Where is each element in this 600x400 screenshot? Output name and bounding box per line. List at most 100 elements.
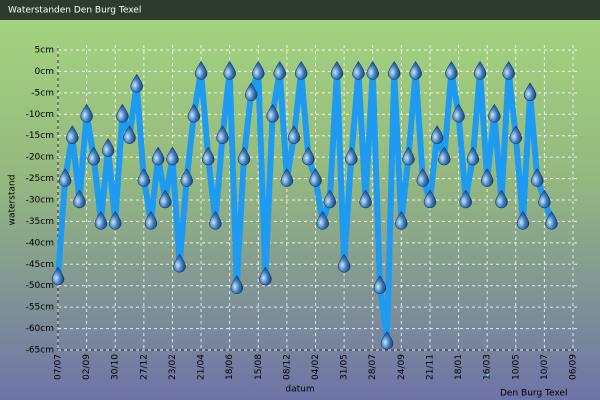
data-point	[209, 210, 222, 230]
data-point	[309, 168, 322, 187]
y-tick-label: -5cm	[31, 88, 54, 98]
y-tick-label: -60cm	[26, 324, 54, 334]
data-point	[87, 146, 101, 166]
x-tick-label: 28/07	[368, 354, 378, 380]
x-tick-label: 21/11	[425, 354, 435, 380]
data-point	[359, 189, 372, 209]
data-point	[330, 60, 344, 80]
data-point	[545, 210, 558, 230]
data-point	[101, 138, 115, 157]
data-point	[402, 146, 415, 166]
x-axis-label: datum	[285, 385, 314, 395]
y-tick-label: -30cm	[26, 196, 54, 206]
data-point	[502, 60, 515, 80]
x-tick-label: 10/05	[511, 354, 521, 380]
header	[0, 0, 600, 20]
data-point	[523, 82, 537, 102]
x-tick-label: 04/02	[311, 354, 321, 380]
data-point	[216, 125, 229, 144]
x-tick-label: 23/02	[168, 354, 178, 380]
y-tick-label: -55cm	[26, 303, 54, 313]
data-point	[488, 103, 501, 123]
data-point	[430, 125, 444, 144]
y-tick-label: 5cm	[35, 46, 54, 56]
data-point	[373, 275, 387, 294]
data-point	[345, 146, 358, 166]
x-tick-label: 18/01	[454, 354, 464, 380]
data-point	[137, 168, 151, 187]
chart-title: Waterstanden Den Burg Texel	[8, 6, 141, 16]
data-point	[459, 189, 472, 209]
x-tick-label: 16/03	[483, 354, 493, 380]
data-point	[473, 60, 487, 80]
y-tick-label: -65cm	[26, 346, 54, 356]
x-tick-label: 27/12	[139, 354, 149, 380]
data-point	[187, 103, 201, 123]
data-point	[316, 210, 329, 230]
y-tick-label: -15cm	[26, 131, 54, 141]
y-axis-label: waterstand	[8, 175, 18, 226]
data-point	[416, 168, 430, 187]
data-point	[237, 146, 251, 166]
data-point	[108, 210, 122, 230]
data-point	[66, 125, 79, 144]
data-point	[180, 168, 194, 187]
x-tick-label: 10/07	[540, 354, 550, 380]
y-tick-label: -35cm	[26, 217, 54, 227]
data-point	[437, 146, 451, 166]
data-point	[116, 103, 129, 123]
data-point	[530, 168, 544, 187]
data-point	[94, 210, 108, 230]
y-tick-label: -40cm	[26, 238, 54, 248]
legend-label: Den Burg Texel	[500, 389, 567, 399]
data-point	[516, 210, 530, 230]
y-tick-label: 0cm	[35, 67, 54, 77]
data-point	[259, 266, 272, 286]
data-point	[409, 60, 422, 80]
data-point	[252, 60, 265, 80]
legend-icon	[482, 372, 492, 382]
x-tick-label: 02/09	[82, 354, 92, 380]
data-point	[352, 60, 365, 80]
data-point	[509, 125, 523, 144]
y-tick-label: -45cm	[26, 260, 54, 270]
data-point	[230, 275, 244, 294]
x-tick-label: 15/08	[254, 354, 264, 380]
data-point	[123, 125, 136, 144]
data-point	[273, 60, 286, 80]
x-tick-label: 07/07	[54, 354, 64, 380]
x-tick-label: 06/09	[569, 354, 579, 380]
data-point	[302, 146, 315, 166]
data-point	[51, 266, 65, 286]
x-tick-label: 30/10	[111, 354, 121, 380]
x-tick-label: 08/12	[282, 354, 292, 380]
y-tick-label: -20cm	[26, 153, 54, 163]
data-point	[366, 60, 379, 80]
data-point	[130, 73, 143, 93]
x-tick-label: 24/09	[397, 354, 407, 380]
x-tick-label: 21/04	[197, 354, 207, 380]
data-point	[144, 210, 158, 230]
data-point	[445, 60, 458, 80]
data-point	[280, 168, 294, 187]
data-point	[223, 60, 236, 80]
y-tick-label: -25cm	[26, 174, 54, 184]
data-point	[73, 189, 86, 209]
data-point	[452, 103, 465, 123]
y-tick-label: -10cm	[26, 110, 54, 120]
series-line	[55, 68, 555, 345]
data-point	[194, 60, 208, 80]
data-point	[480, 168, 494, 187]
data-point	[159, 189, 172, 209]
y-tick-label: -50cm	[26, 281, 54, 291]
data-point	[151, 146, 165, 166]
data-point	[80, 103, 93, 123]
data-point	[58, 168, 72, 187]
data-point	[538, 189, 551, 209]
data-point	[266, 103, 279, 123]
data-point	[495, 189, 508, 209]
data-point	[323, 189, 337, 209]
data-point	[287, 125, 301, 144]
x-tick-label: 31/05	[340, 354, 350, 380]
